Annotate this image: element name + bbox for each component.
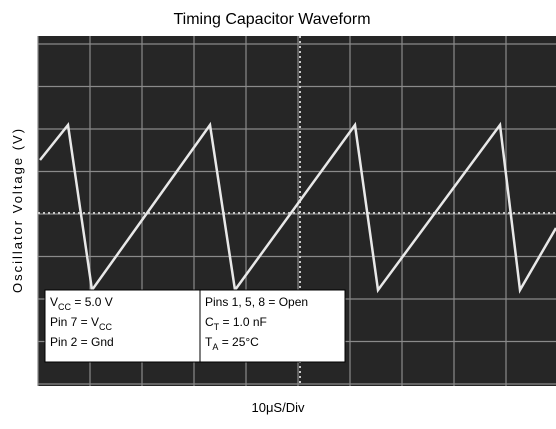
chart-title: Timing Capacitor Waveform — [173, 11, 370, 28]
annotation-line: TA = 25°C — [205, 335, 259, 352]
annotation-subscript: A — [212, 342, 218, 352]
annotation-subscript: CC — [99, 322, 112, 332]
annotation-text: = 1.0 nF — [219, 315, 267, 329]
waveform — [39, 121, 556, 294]
y-axis-label: Oscillator Voltage (V) — [10, 127, 25, 293]
annotation-text: = 25°C — [218, 335, 259, 349]
annotation-text: T — [205, 335, 213, 349]
annotation-box — [44, 289, 346, 363]
annotation-text: C — [205, 315, 214, 329]
x-axis-label: 10μS/Div — [251, 400, 305, 415]
annotation-text: Pins 1, 5, 8 = Open — [205, 295, 308, 309]
annotation-subscript: T — [214, 322, 220, 332]
scope-grid — [37, 36, 556, 386]
annotation-line: Pin 7 = VCC — [50, 315, 113, 332]
annotation-subscript: CC — [58, 302, 71, 312]
annotation-text: V — [50, 295, 58, 309]
annotation-line: CT = 1.0 nF — [205, 315, 267, 332]
annotation-line: Pin 2 = Gnd — [50, 335, 114, 349]
annotation-text: Pin 2 = Gnd — [50, 335, 114, 349]
annotation-text: Pin 7 = V — [50, 315, 99, 329]
annotation-text: = 5.0 V — [71, 295, 113, 309]
annotation-line: Pins 1, 5, 8 = Open — [205, 295, 308, 309]
annotation-line: VCC = 5.0 V — [50, 295, 113, 312]
